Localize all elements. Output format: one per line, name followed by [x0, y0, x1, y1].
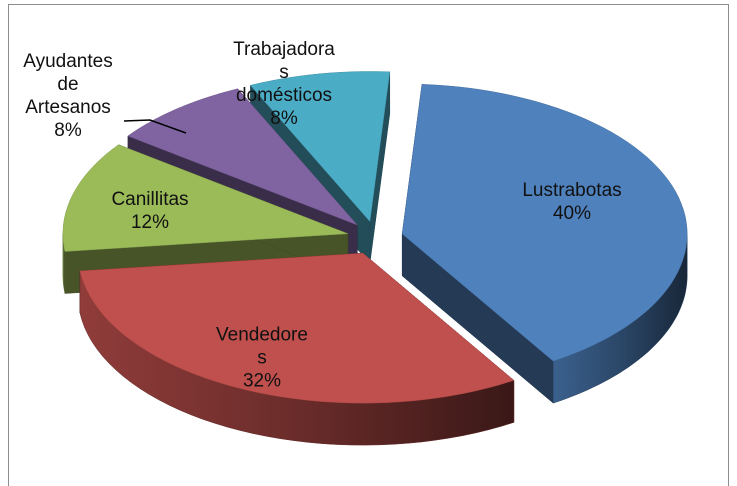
category-name: Vendedores	[216, 324, 308, 369]
slice	[127, 88, 358, 226]
slice-label: Trabajadoras domésticos 8%	[231, 38, 337, 130]
slice	[79, 252, 515, 404]
slice-label: Vendedores 32%	[214, 324, 311, 393]
slice-label: Canillitas 12%	[90, 188, 210, 234]
slice	[401, 84, 688, 362]
category-name: Trabajadoras domésticos	[233, 39, 335, 106]
slice-label: Ayudantes de Artesanos 8%	[18, 50, 118, 142]
category-name: Canillitas	[111, 189, 189, 210]
slice-label: Lustrabotas 40%	[497, 179, 647, 225]
value-label: 8%	[270, 108, 298, 129]
value-label: 12%	[130, 212, 170, 233]
category-name: Lustrabotas	[522, 180, 622, 201]
slice	[249, 71, 391, 223]
value-label: 8%	[54, 120, 82, 141]
value-label: 40%	[552, 203, 592, 224]
chart-border	[8, 4, 729, 486]
category-name: Ayudantes de Artesanos	[23, 51, 113, 118]
value-label: 32%	[242, 370, 282, 392]
slice	[62, 144, 348, 252]
leader-line	[123, 119, 187, 134]
